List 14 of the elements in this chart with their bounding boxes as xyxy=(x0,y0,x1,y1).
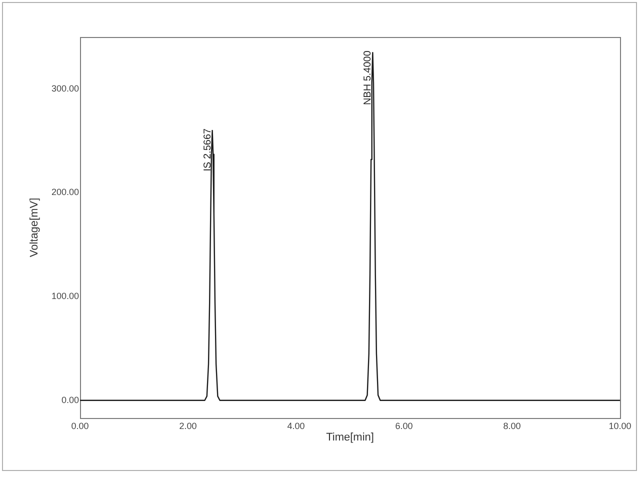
x-tick-label: 10.00 xyxy=(608,420,632,431)
x-tick-label: 0.00 xyxy=(71,420,89,431)
x-tick-label: 4.00 xyxy=(287,420,305,431)
y-tick-label: 200.00 xyxy=(51,187,79,198)
x-tick-label: 6.00 xyxy=(395,420,413,431)
annotation: NBH 5.4000 xyxy=(362,50,374,106)
x-tick-label: 8.00 xyxy=(503,420,521,431)
y-tick-label: 100.00 xyxy=(51,291,79,302)
x-axis-title: Time[min] xyxy=(326,431,374,444)
y-tick-label: 300.00 xyxy=(51,83,79,94)
y-axis-title: Voltage[mV] xyxy=(28,198,41,258)
x-tick-label: 2.00 xyxy=(179,420,197,431)
y-tick-label: 0.00 xyxy=(61,394,79,405)
annotation: IS 2.5667 xyxy=(202,128,214,172)
